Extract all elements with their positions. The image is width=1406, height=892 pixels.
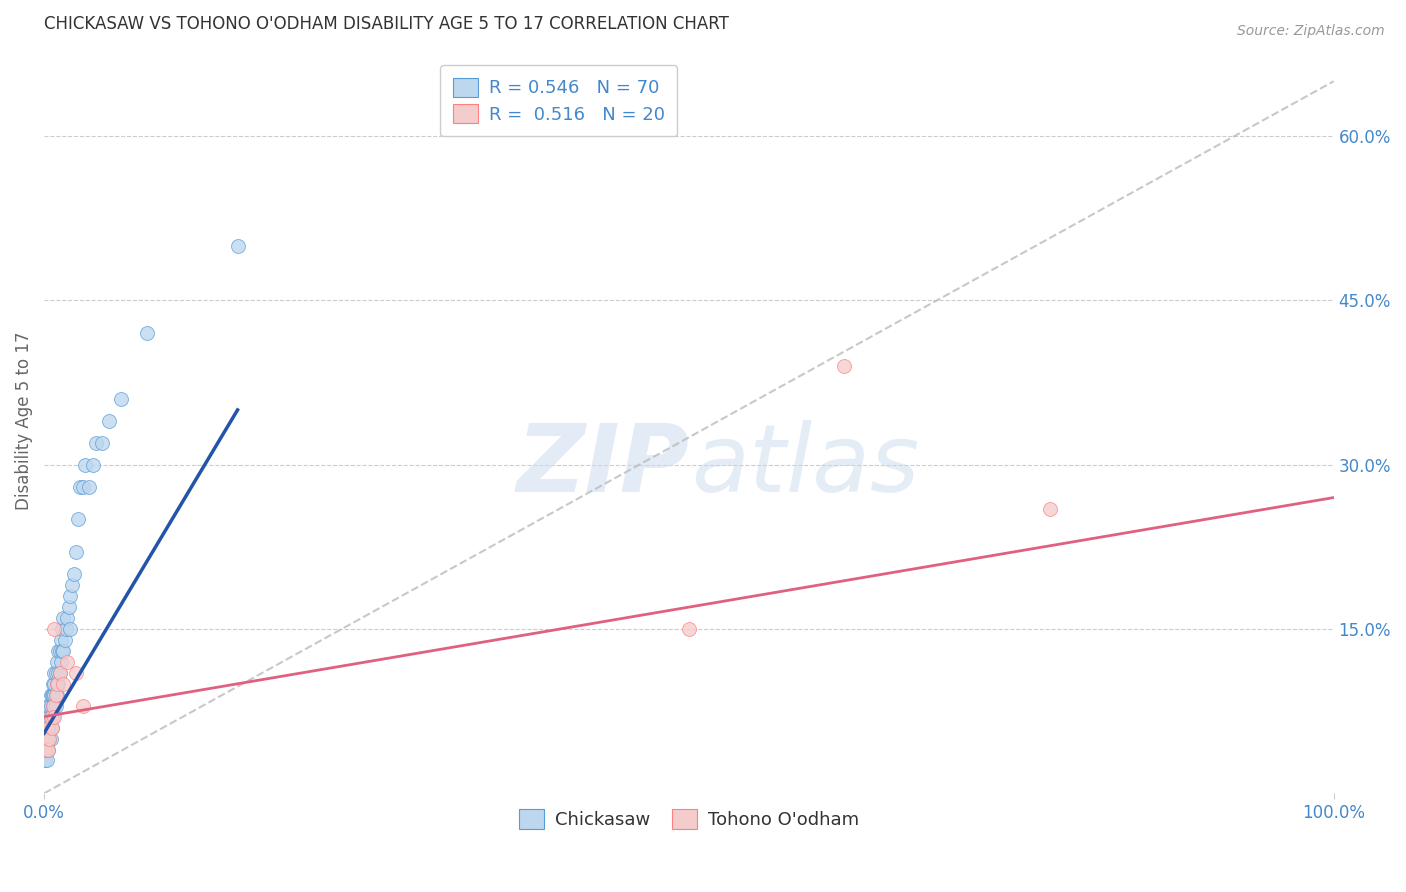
Point bbox=[39, 709, 62, 723]
Point bbox=[52, 611, 75, 625]
Point bbox=[46, 655, 69, 669]
Point bbox=[62, 578, 84, 592]
Point bbox=[59, 622, 82, 636]
Point bbox=[42, 698, 65, 713]
Point bbox=[77, 480, 100, 494]
Point bbox=[41, 709, 63, 723]
Point bbox=[35, 721, 58, 735]
Point bbox=[44, 709, 66, 723]
Point bbox=[35, 742, 58, 756]
Point bbox=[42, 698, 65, 713]
Point bbox=[66, 512, 89, 526]
Point bbox=[44, 698, 66, 713]
Point bbox=[72, 480, 94, 494]
Point bbox=[45, 688, 67, 702]
Point bbox=[56, 611, 79, 625]
Point bbox=[46, 677, 69, 691]
Point bbox=[56, 655, 79, 669]
Point bbox=[46, 665, 69, 680]
Point bbox=[48, 644, 70, 658]
Point bbox=[37, 742, 59, 756]
Point bbox=[45, 688, 67, 702]
Point bbox=[136, 326, 159, 341]
Text: Source: ZipAtlas.com: Source: ZipAtlas.com bbox=[1237, 24, 1385, 38]
Point bbox=[46, 677, 69, 691]
Point bbox=[42, 677, 65, 691]
Point bbox=[48, 665, 70, 680]
Point bbox=[44, 677, 66, 691]
Point bbox=[38, 709, 60, 723]
Point bbox=[39, 688, 62, 702]
Point bbox=[46, 644, 69, 658]
Point bbox=[110, 392, 132, 406]
Point bbox=[48, 665, 70, 680]
Point bbox=[51, 622, 73, 636]
Point bbox=[37, 731, 59, 746]
Point bbox=[62, 567, 84, 582]
Point bbox=[226, 238, 249, 252]
Point bbox=[34, 742, 56, 756]
Point bbox=[97, 414, 120, 428]
Point bbox=[44, 665, 66, 680]
Point bbox=[34, 731, 56, 746]
Point bbox=[59, 589, 82, 603]
Point bbox=[58, 600, 80, 615]
Text: ZIP: ZIP bbox=[516, 419, 689, 512]
Point bbox=[44, 688, 66, 702]
Point bbox=[82, 458, 104, 472]
Point bbox=[91, 435, 114, 450]
Point bbox=[55, 622, 77, 636]
Point bbox=[38, 698, 60, 713]
Point bbox=[45, 665, 67, 680]
Text: atlas: atlas bbox=[692, 420, 920, 511]
Point bbox=[51, 644, 73, 658]
Point bbox=[37, 709, 59, 723]
Point bbox=[832, 359, 855, 373]
Point bbox=[35, 731, 58, 746]
Point bbox=[46, 677, 69, 691]
Point bbox=[72, 698, 94, 713]
Point bbox=[46, 688, 69, 702]
Point bbox=[35, 754, 58, 768]
Point bbox=[1039, 501, 1062, 516]
Point bbox=[38, 731, 60, 746]
Point bbox=[38, 731, 60, 746]
Point bbox=[41, 721, 63, 735]
Point bbox=[69, 480, 91, 494]
Point bbox=[52, 644, 75, 658]
Point bbox=[35, 731, 58, 746]
Point bbox=[65, 545, 87, 559]
Point bbox=[42, 709, 65, 723]
Point bbox=[39, 731, 62, 746]
Point bbox=[37, 698, 59, 713]
Legend: Chickasaw, Tohono O'odham: Chickasaw, Tohono O'odham bbox=[512, 802, 866, 837]
Point bbox=[38, 721, 60, 735]
Point bbox=[39, 709, 62, 723]
Point bbox=[44, 622, 66, 636]
Point bbox=[41, 721, 63, 735]
Point bbox=[39, 698, 62, 713]
Point bbox=[37, 742, 59, 756]
Point bbox=[75, 458, 97, 472]
Point bbox=[678, 622, 700, 636]
Point bbox=[41, 688, 63, 702]
Point bbox=[37, 721, 59, 735]
Point bbox=[34, 754, 56, 768]
Point bbox=[65, 665, 87, 680]
Point bbox=[49, 632, 72, 647]
Text: CHICKASAW VS TOHONO O'ODHAM DISABILITY AGE 5 TO 17 CORRELATION CHART: CHICKASAW VS TOHONO O'ODHAM DISABILITY A… bbox=[44, 15, 728, 33]
Point bbox=[45, 698, 67, 713]
Point bbox=[49, 655, 72, 669]
Point bbox=[52, 677, 75, 691]
Point bbox=[42, 688, 65, 702]
Point bbox=[53, 632, 76, 647]
Point bbox=[84, 435, 107, 450]
Point bbox=[34, 742, 56, 756]
Y-axis label: Disability Age 5 to 17: Disability Age 5 to 17 bbox=[15, 332, 32, 510]
Point bbox=[39, 721, 62, 735]
Point bbox=[37, 721, 59, 735]
